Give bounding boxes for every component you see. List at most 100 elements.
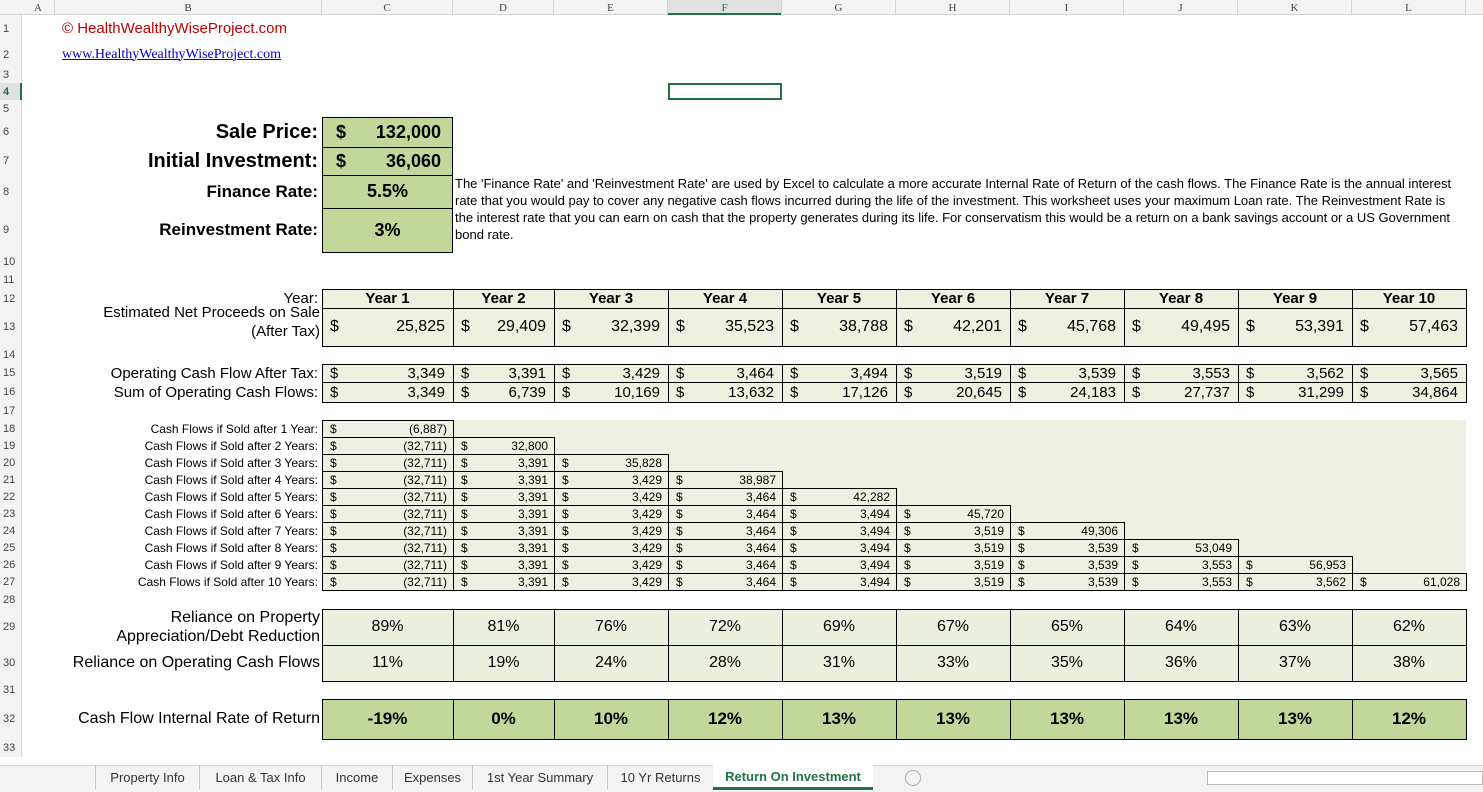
sold-cash-flow-value: (32,711)	[403, 540, 447, 555]
sold-cash-flow-value: 3,539	[1087, 540, 1118, 555]
sold-cash-flow-value: 3,494	[859, 506, 890, 521]
year-header: Year 2	[481, 290, 526, 307]
reliance-operating-value: 33%	[936, 654, 970, 671]
value-cell	[782, 645, 897, 682]
row-number: 13	[3, 321, 16, 333]
row-number: 28	[3, 593, 16, 606]
row-label: Cash Flows if Sold after 7 Years:	[144, 523, 318, 538]
sheet-tab[interactable]: 10 Yr Returns	[607, 765, 713, 790]
column-letter: J	[1124, 0, 1238, 15]
row-label: Reliance on Property Appreciation/Debt Re…	[55, 609, 320, 645]
reliance-operating-value: 24%	[594, 654, 628, 671]
sold-cash-flow-value: (32,711)	[403, 489, 447, 504]
sold-cash-flow-value: 61,028	[1423, 574, 1460, 589]
value-cell	[668, 699, 783, 740]
currency-symbol: $	[461, 364, 470, 382]
reliance-property-value: 65%	[1050, 618, 1084, 635]
label-line: (After Tax)	[251, 323, 320, 340]
sold-cash-flow-value: 3,391	[517, 523, 548, 538]
reliance-property-value: 89%	[371, 618, 404, 635]
reliance-operating-value: 35%	[1050, 654, 1084, 671]
cash-flow-value: 3,494	[850, 364, 888, 382]
value-cell	[896, 308, 1011, 347]
net-proceeds-value: 35,523	[725, 318, 774, 335]
currency-symbol: $	[904, 523, 911, 538]
currency-symbol: $	[461, 383, 470, 401]
currency-symbol: $	[330, 472, 337, 487]
irr-value: 13%	[1277, 709, 1313, 728]
currency-symbol: $	[1360, 364, 1369, 382]
reliance-property-value: 76%	[594, 618, 628, 635]
reliance-property-value: 67%	[936, 618, 970, 635]
currency-symbol: $	[1360, 383, 1369, 401]
horizontal-scrollbar[interactable]	[1207, 771, 1483, 785]
row-number: 29	[3, 621, 16, 633]
sold-cash-flow-value: 3,519	[973, 540, 1004, 555]
irr-value: 12%	[707, 709, 743, 728]
irr-value: 13%	[935, 709, 971, 728]
sheet-tab[interactable]: 1st Year Summary	[472, 765, 607, 790]
value-cell	[322, 645, 454, 682]
column-letter: H	[896, 0, 1010, 15]
sold-cash-flow-value: 3,539	[1087, 574, 1118, 589]
cash-flow-value: 3,539	[1078, 364, 1116, 382]
year-header: Year 8	[1158, 290, 1204, 307]
sheet-tab[interactable]: Expenses	[392, 765, 472, 790]
currency-symbol: $	[676, 557, 683, 572]
value-cell	[554, 645, 669, 682]
sheet-tab[interactable]: Income	[321, 765, 392, 790]
sheet-tab[interactable]: Loan & Tax Info	[199, 765, 321, 790]
scroll-left[interactable]	[14, 770, 30, 786]
sold-cash-flow-value: 3,429	[631, 472, 662, 487]
value-cell	[1124, 645, 1239, 682]
sold-cash-flow-value: 3,464	[745, 523, 776, 538]
column-letter: D	[453, 0, 554, 15]
currency-symbol: $	[336, 121, 347, 142]
sold-cash-flow-value: 3,391	[517, 472, 548, 487]
currency-symbol: $	[676, 506, 683, 521]
net-proceeds-value: 25,825	[396, 318, 445, 335]
value-cell	[1238, 699, 1353, 740]
sold-cash-flow-value: 3,553	[1201, 557, 1232, 572]
row-label: Cash Flows if Sold after 5 Years:	[144, 489, 318, 504]
year-header: Year 3	[588, 290, 634, 307]
value-cell	[1010, 699, 1125, 740]
row-number: 33	[3, 742, 16, 754]
value-cell	[1352, 308, 1467, 347]
currency-symbol: $	[1246, 364, 1255, 382]
currency-symbol: $	[904, 557, 911, 572]
value-cell	[1352, 573, 1467, 591]
add-sheet-button[interactable]	[905, 770, 921, 786]
row-label: Cash Flows if Sold after 3 Years:	[144, 455, 318, 470]
row-number: 27	[3, 575, 16, 588]
net-proceeds-value: 42,201	[953, 318, 1002, 335]
row-label: Cash Flows if Sold after 10 Years:	[137, 574, 318, 589]
sold-cash-flow-value: 3,494	[859, 540, 890, 555]
sold-cash-flow-value: 3,429	[631, 557, 662, 572]
reliance-property-value: 72%	[708, 618, 742, 635]
sold-cash-flow-value: 3,391	[517, 557, 548, 572]
currency-symbol: $	[330, 523, 337, 538]
sold-cash-flow-value: 35,828	[625, 455, 662, 470]
value-cell	[668, 308, 783, 347]
input-value: 5.5%	[366, 181, 409, 201]
year-header: Year 9	[1272, 290, 1318, 307]
sold-cash-flow-value: 3,429	[631, 489, 662, 504]
irr-value: 13%	[1163, 709, 1199, 728]
currency-symbol: $	[1132, 318, 1141, 335]
sold-cash-flow-value: 49,306	[1081, 523, 1118, 538]
currency-symbol: $	[461, 455, 468, 470]
website-link[interactable]: www.HealthyWealthyWiseProject.com	[62, 46, 282, 62]
sheet-tab[interactable]: Return On Investment	[713, 765, 873, 790]
value-cell	[322, 308, 454, 347]
currency-symbol: $	[330, 557, 337, 572]
row-number: 23	[3, 507, 16, 520]
sold-cash-flow-value: 56,953	[1309, 557, 1346, 572]
sold-cash-flow-value: 3,391	[517, 574, 548, 589]
value-cell	[453, 645, 555, 682]
currency-symbol: $	[461, 523, 468, 538]
cash-flow-value: 3,464	[736, 364, 774, 382]
row-number: 16	[3, 386, 16, 398]
sheet-tab[interactable]: Property Info	[95, 765, 199, 790]
